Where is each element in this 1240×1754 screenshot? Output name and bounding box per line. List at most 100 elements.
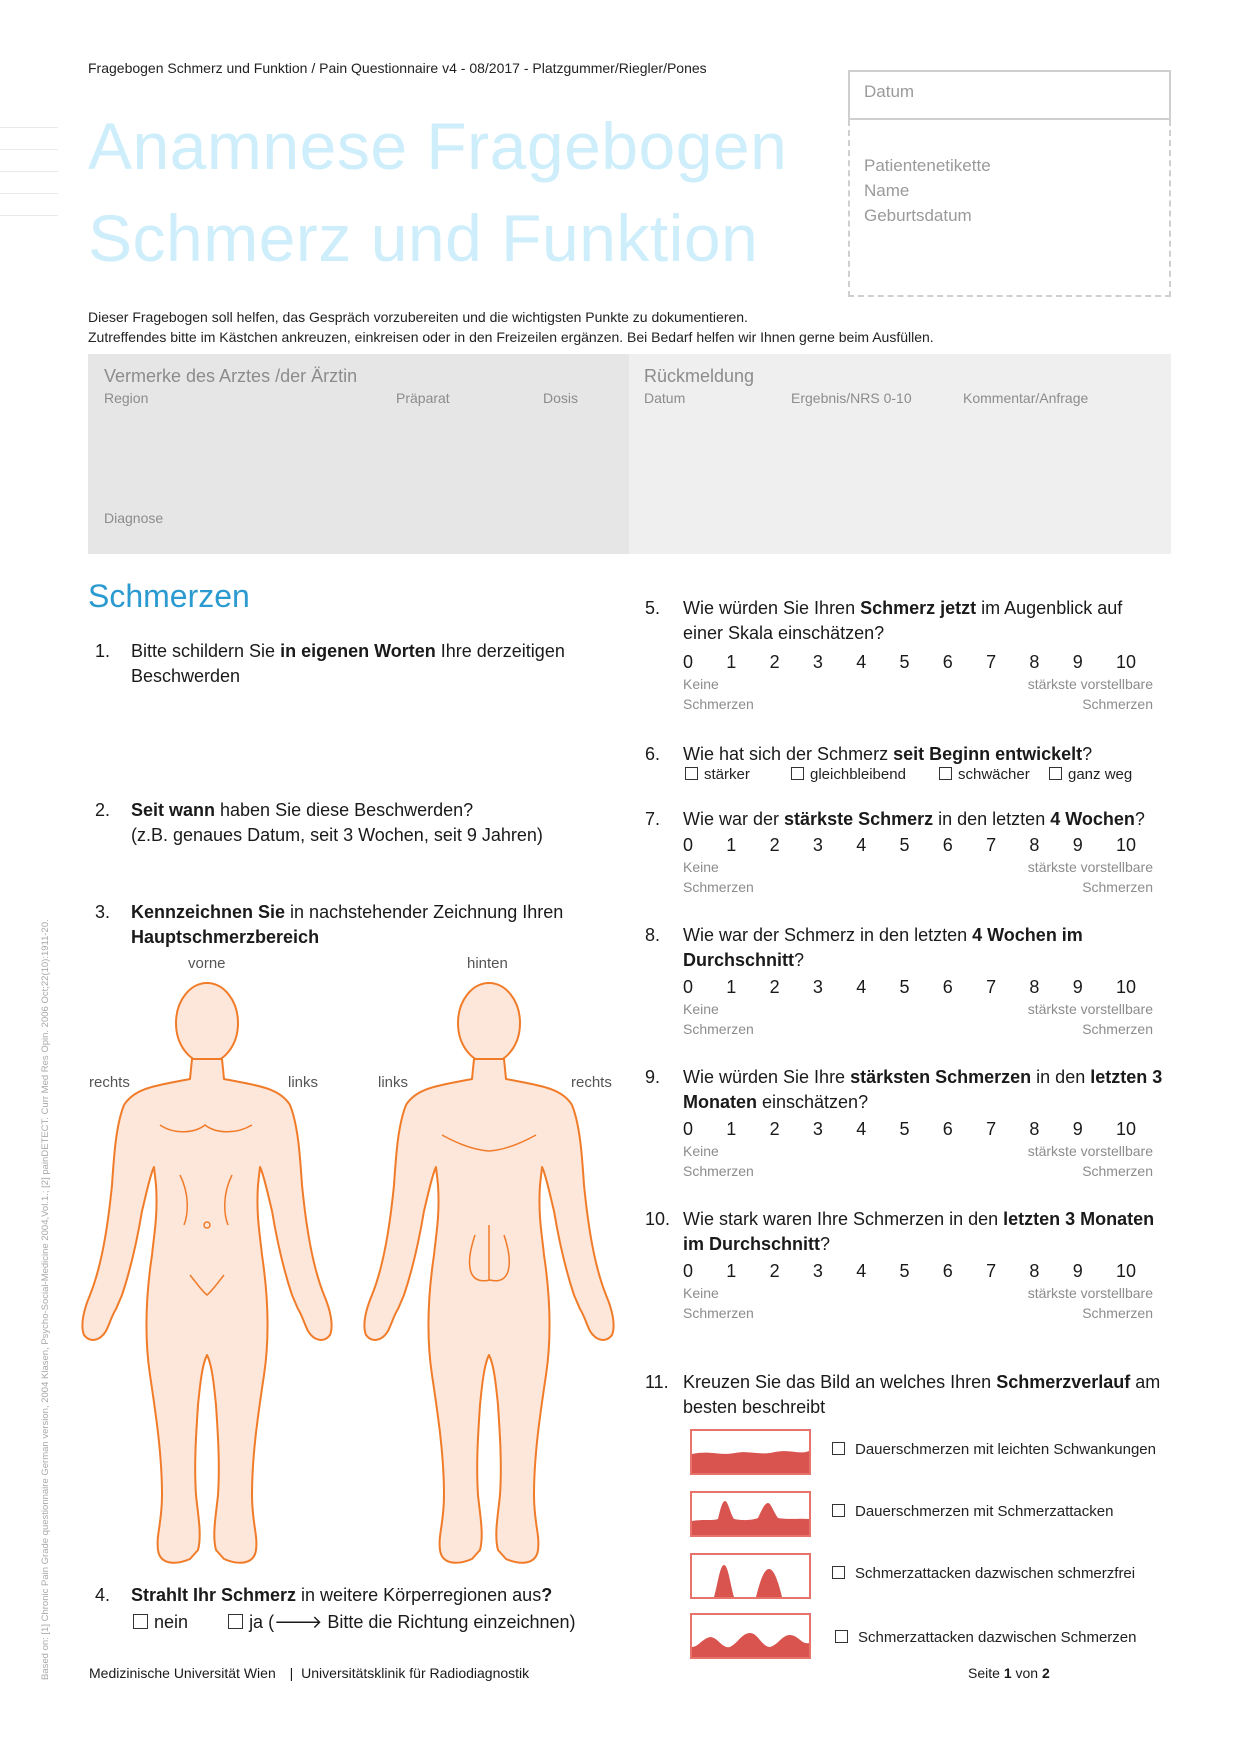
date-field[interactable]: Datum — [848, 70, 1171, 120]
body-diagram[interactable] — [80, 975, 640, 1590]
scale-number-6[interactable]: 6 — [942, 1119, 953, 1139]
q11-option-4-checkbox[interactable] — [835, 1630, 848, 1643]
scale-number-5[interactable]: 5 — [899, 1261, 910, 1281]
graph-constant-pain[interactable] — [690, 1429, 811, 1475]
scale-number-3[interactable]: 3 — [812, 652, 823, 672]
scale-number-9[interactable]: 9 — [1072, 1261, 1083, 1281]
scale-number-3[interactable]: 3 — [812, 835, 823, 855]
q4-ja-label: ja (🡒 Bitte die Richtung einzeichnen) — [249, 1612, 576, 1632]
scale-number-10[interactable]: 10 — [1116, 835, 1137, 855]
scale-high-label: stärkste vorstellbare Schmerzen — [1027, 859, 1153, 895]
scale-number-6[interactable]: 6 — [942, 977, 953, 997]
scale-number-0[interactable]: 0 — [683, 1119, 694, 1139]
scale-number-10[interactable]: 10 — [1116, 652, 1137, 672]
scale-number-5[interactable]: 5 — [899, 1119, 910, 1139]
graph-attacks-pain-free[interactable] — [690, 1553, 811, 1599]
source-note: Based on: [1] Chronic Pain Grade questio… — [40, 919, 51, 1680]
q4-nein-checkbox[interactable] — [133, 1614, 148, 1629]
q4-ja-checkbox[interactable] — [228, 1614, 244, 1629]
q6-option-3: schwächer — [939, 766, 1030, 783]
scale-number-6[interactable]: 6 — [942, 835, 953, 855]
question-5: 5. Wie würden Sie Ihren Schmerz jetzt im… — [645, 598, 1123, 643]
scale-number-3[interactable]: 3 — [812, 1261, 823, 1281]
scale-number-0[interactable]: 0 — [683, 977, 694, 997]
scale-number-7[interactable]: 7 — [986, 835, 997, 855]
scale-number-9[interactable]: 9 — [1072, 652, 1083, 672]
scale-high-label: stärkste vorstellbare Schmerzen — [1027, 1285, 1153, 1321]
scale-low-label: Keine Schmerzen — [683, 1143, 754, 1179]
q6-option-2: gleichbleibend — [791, 766, 906, 783]
scale-number-1[interactable]: 1 — [726, 977, 737, 997]
q6-ganz-weg-checkbox[interactable] — [1049, 767, 1062, 780]
body-back-figure[interactable] — [363, 982, 615, 1564]
date-label: Datum — [864, 82, 915, 101]
scale-number-2[interactable]: 2 — [769, 977, 780, 997]
q11-option-1: Dauerschmerzen mit leichten Schwankungen — [832, 1441, 1156, 1458]
scale-number-1[interactable]: 1 — [726, 835, 737, 855]
scale-number-7[interactable]: 7 — [986, 977, 997, 997]
diagnose-label: Diagnose — [104, 510, 164, 526]
scale-number-5[interactable]: 5 — [899, 652, 910, 672]
scale-number-2[interactable]: 2 — [769, 652, 780, 672]
scale-number-0[interactable]: 0 — [683, 652, 694, 672]
scale-number-7[interactable]: 7 — [986, 1119, 997, 1139]
scale-number-9[interactable]: 9 — [1072, 835, 1083, 855]
scale-number-4[interactable]: 4 — [856, 652, 867, 672]
q11-option-1-checkbox[interactable] — [832, 1442, 845, 1455]
scale-number-4[interactable]: 4 — [856, 1119, 867, 1139]
scale-number-8[interactable]: 8 — [1029, 1119, 1040, 1139]
feedback-panel[interactable]: Rückmeldung Datum Ergebnis/NRS 0-10 Komm… — [629, 354, 1171, 554]
scale-number-10[interactable]: 10 — [1116, 1261, 1137, 1281]
scale-number-3[interactable]: 3 — [812, 1119, 823, 1139]
scale-high-label: stärkste vorstellbare Schmerzen — [1027, 676, 1153, 712]
q11-option-3-checkbox[interactable] — [832, 1566, 845, 1579]
scale-number-1[interactable]: 1 — [726, 1261, 737, 1281]
label-hinten: hinten — [467, 955, 508, 972]
scale-number-10[interactable]: 10 — [1116, 977, 1137, 997]
body-front-figure[interactable] — [81, 982, 333, 1564]
scale-number-6[interactable]: 6 — [942, 652, 953, 672]
scale-high-label: stärkste vorstellbare Schmerzen — [1027, 1001, 1153, 1037]
document-header: Fragebogen Schmerz und Funktion / Pain Q… — [88, 60, 707, 76]
q6-staerker-checkbox[interactable] — [685, 767, 698, 780]
label-links-front: links — [288, 1074, 319, 1091]
scale-number-3[interactable]: 3 — [812, 977, 823, 997]
graph-attacks-with-pain[interactable] — [690, 1613, 811, 1659]
q6-gleichbleibend-checkbox[interactable] — [791, 767, 804, 780]
title-line-1: Anamnese Fragebogen — [88, 109, 788, 183]
scale-number-7[interactable]: 7 — [986, 1261, 997, 1281]
question-11: 11. Kreuzen Sie das Bild an welches Ihre… — [645, 1372, 1161, 1417]
scale-number-8[interactable]: 8 — [1029, 652, 1040, 672]
scale-number-0[interactable]: 0 — [683, 835, 694, 855]
scale-low-label: Keine Schmerzen — [683, 1285, 754, 1321]
graph-constant-with-attacks[interactable] — [690, 1491, 811, 1537]
scale-number-4[interactable]: 4 — [856, 977, 867, 997]
scale-number-4[interactable]: 4 — [856, 835, 867, 855]
scale-number-5[interactable]: 5 — [899, 835, 910, 855]
scale-number-10[interactable]: 10 — [1116, 1119, 1137, 1139]
feedback-panel-title: Rückmeldung — [644, 366, 755, 386]
result-label: Ergebnis/NRS 0-10 — [791, 390, 912, 406]
patient-label-area[interactable]: Patientenetikette Name Geburtsdatum — [848, 120, 1171, 297]
q11-option-2-checkbox[interactable] — [832, 1504, 845, 1517]
scale-number-8[interactable]: 8 — [1029, 835, 1040, 855]
q11-option-2: Dauerschmerzen mit Schmerzattacken — [832, 1503, 1113, 1520]
scale-number-8[interactable]: 8 — [1029, 1261, 1040, 1281]
q6-schwaecher-checkbox[interactable] — [939, 767, 952, 780]
scale-number-9[interactable]: 9 — [1072, 977, 1083, 997]
scale-number-2[interactable]: 2 — [769, 1119, 780, 1139]
scale-number-5[interactable]: 5 — [899, 977, 910, 997]
scale-number-1[interactable]: 1 — [726, 652, 737, 672]
scale-number-8[interactable]: 8 — [1029, 977, 1040, 997]
scale-number-4[interactable]: 4 — [856, 1261, 867, 1281]
scale-number-7[interactable]: 7 — [986, 652, 997, 672]
scale-number-0[interactable]: 0 — [683, 1261, 694, 1281]
scale-number-9[interactable]: 9 — [1072, 1119, 1083, 1139]
scale-number-2[interactable]: 2 — [769, 1261, 780, 1281]
scale-number-6[interactable]: 6 — [942, 1261, 953, 1281]
region-label: Region — [104, 390, 149, 406]
scale-number-1[interactable]: 1 — [726, 1119, 737, 1139]
scale-number-2[interactable]: 2 — [769, 835, 780, 855]
q11-option-4: Schmerzattacken dazwischen Schmerzen — [835, 1629, 1136, 1646]
doctor-notes-panel[interactable]: Vermerke des Arztes /der Ärztin Region P… — [88, 354, 629, 554]
